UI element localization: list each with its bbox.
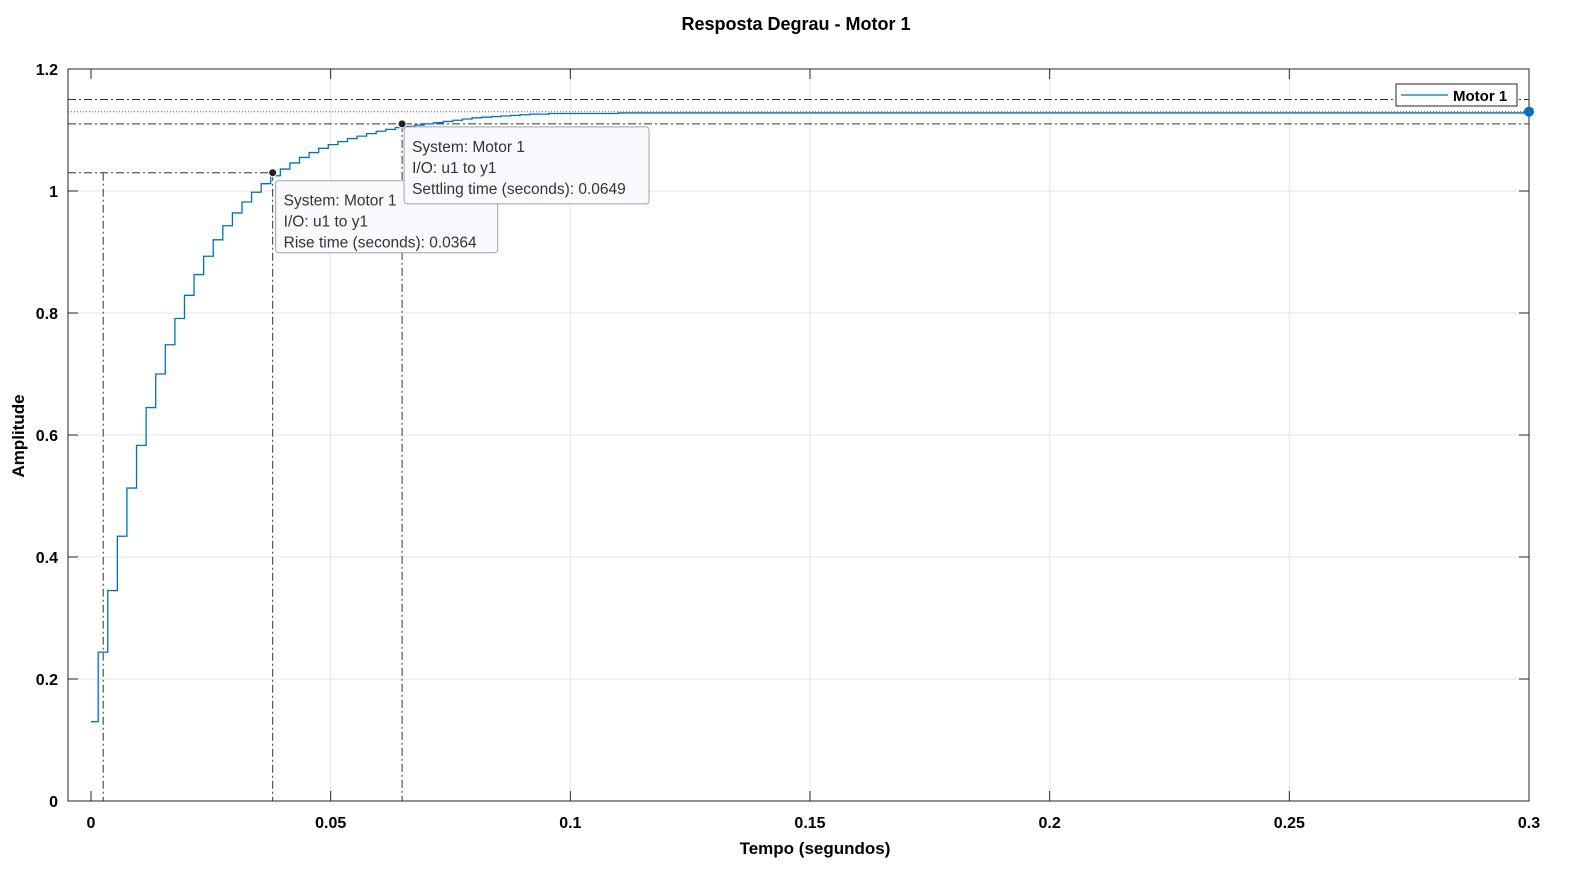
datatip-line: I/O: u1 to y1 <box>412 160 496 177</box>
y-tick-label: 0.4 <box>36 550 58 567</box>
datatip-line: I/O: u1 to y1 <box>284 214 368 231</box>
datatip-line: Rise time (seconds): 0.0364 <box>284 235 477 252</box>
x-tick-label: 0 <box>87 815 96 832</box>
x-tick-label: 0.25 <box>1274 815 1305 832</box>
final-value-marker[interactable] <box>1524 106 1534 117</box>
y-tick-label: 1.2 <box>36 62 58 79</box>
datatip-line: System: Motor 1 <box>412 139 525 156</box>
datatip-box[interactable] <box>403 126 650 205</box>
x-tick-label: 0.1 <box>559 815 581 832</box>
datatip-line: Settling time (seconds): 0.0649 <box>412 181 626 198</box>
y-tick-label: 0 <box>49 794 58 811</box>
x-tick-label: 0.3 <box>1518 815 1540 832</box>
legend-label: Motor 1 <box>1453 88 1507 105</box>
datatip-line: System: Motor 1 <box>284 193 397 210</box>
series-motor-1 <box>91 112 1529 723</box>
datatip-marker[interactable] <box>268 168 278 178</box>
legend-box[interactable] <box>1395 83 1518 107</box>
y-tick-label: 0.6 <box>36 428 58 445</box>
x-tick-label: 0.05 <box>315 815 346 832</box>
chart-title: Resposta Degrau - Motor 1 <box>681 14 910 34</box>
datatip-marker[interactable] <box>397 119 407 129</box>
y-tick-label: 0.8 <box>36 306 58 323</box>
y-tick-label: 0.2 <box>36 672 58 689</box>
x-axis-label: Tempo (segundos) <box>740 839 891 858</box>
y-axis-label: Amplitude <box>9 394 28 477</box>
x-tick-label: 0.2 <box>1039 815 1061 832</box>
y-tick-label: 1 <box>49 184 58 201</box>
x-tick-label: 0.15 <box>794 815 825 832</box>
